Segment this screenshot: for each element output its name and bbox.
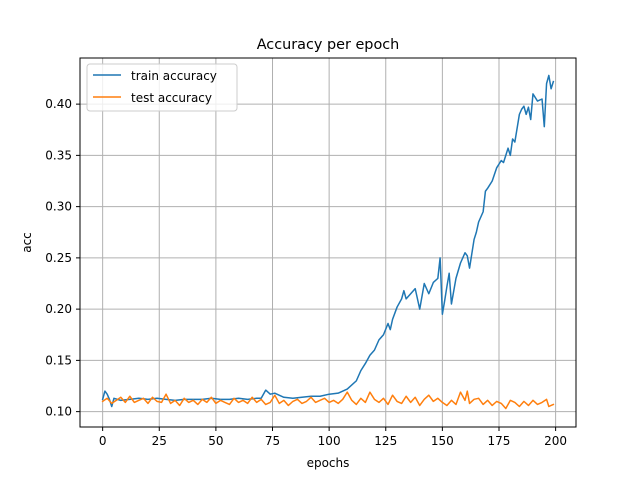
y-tick-label: 0.10 bbox=[45, 405, 72, 419]
x-tick-label: 50 bbox=[208, 434, 223, 448]
y-tick-label: 0.25 bbox=[45, 251, 72, 265]
x-tick-label: 200 bbox=[544, 434, 567, 448]
x-tick-label: 25 bbox=[152, 434, 167, 448]
x-tick-label: 150 bbox=[431, 434, 454, 448]
y-tick-label: 0.30 bbox=[45, 200, 72, 214]
x-axis-label: epochs bbox=[307, 456, 350, 470]
legend: train accuracy test accuracy bbox=[86, 63, 238, 112]
y-axis-label: acc bbox=[20, 232, 34, 253]
y-tick-label: 0.35 bbox=[45, 148, 72, 162]
legend-label-train: train accuracy bbox=[131, 69, 217, 83]
x-tick-label: 100 bbox=[318, 434, 341, 448]
y-axis-ticks: 0.10 0.15 0.20 0.25 0.30 0.35 0.40 bbox=[45, 97, 80, 419]
x-tick-label: 75 bbox=[265, 434, 280, 448]
legend-label-test: test accuracy bbox=[131, 91, 212, 105]
series-lines bbox=[101, 74, 555, 410]
x-axis-ticks: 0 25 50 75 100 125 150 175 200 bbox=[99, 427, 567, 448]
chart-title: Accuracy per epoch bbox=[257, 37, 400, 53]
x-tick-label: 125 bbox=[374, 434, 397, 448]
y-tick-label: 0.20 bbox=[45, 302, 72, 316]
legend-box bbox=[86, 63, 238, 112]
x-tick-label: 0 bbox=[99, 434, 107, 448]
plot-frame bbox=[79, 57, 577, 428]
y-tick-label: 0.40 bbox=[45, 97, 72, 111]
grid bbox=[80, 58, 576, 427]
x-tick-label: 175 bbox=[488, 434, 511, 448]
y-tick-label: 0.15 bbox=[45, 353, 72, 367]
test-accuracy-line bbox=[101, 390, 555, 410]
